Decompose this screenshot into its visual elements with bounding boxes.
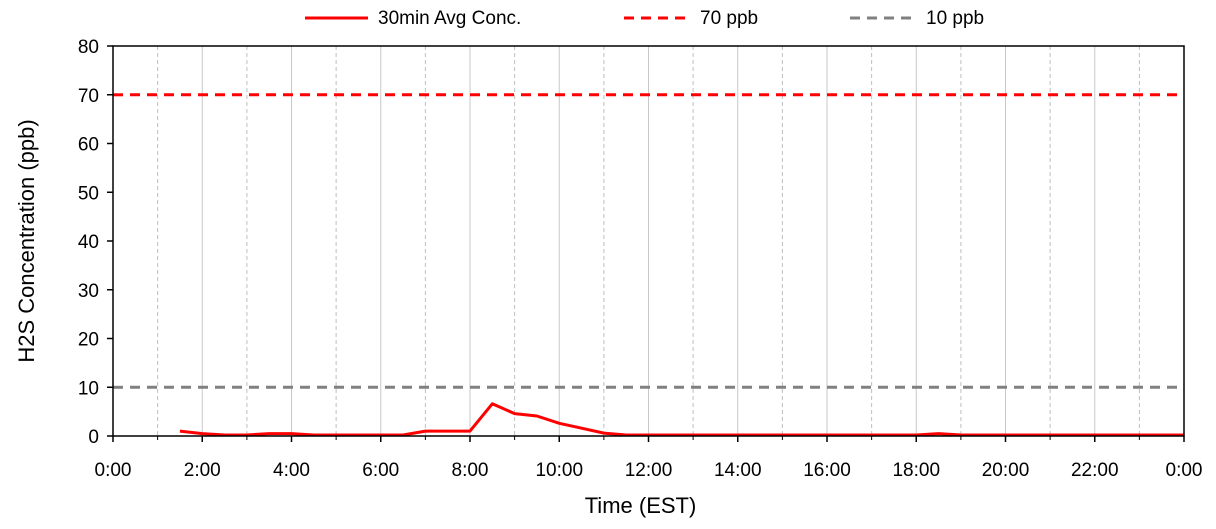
reference-lines: [113, 93, 1184, 389]
x-tick-label: 6:00: [362, 460, 399, 481]
x-tick-label: 20:00: [982, 460, 1030, 481]
x-tick-label: 16:00: [803, 460, 851, 481]
x-tick-label: 0:00: [95, 460, 132, 481]
x-tick-label: 22:00: [1071, 460, 1119, 481]
x-axis-title: Time (EST): [585, 493, 697, 518]
x-tick-label: 10:00: [535, 460, 583, 481]
series-lines: [179, 402, 1184, 437]
y-tick-label: 80: [78, 37, 99, 58]
y-tick-label: 40: [78, 232, 99, 253]
x-tick-label: 8:00: [452, 460, 489, 481]
y-tick-label: 60: [78, 135, 99, 156]
y-tick-label: 70: [78, 86, 99, 107]
x-tick-label: 14:00: [714, 460, 762, 481]
y-axis-title: H2S Concentration (ppb): [14, 119, 39, 362]
grid-lines: [157, 46, 1140, 436]
series-line-0: [179, 402, 1184, 437]
x-tick-label: 2:00: [184, 460, 221, 481]
x-tick-label: 12:00: [625, 460, 673, 481]
x-tick-label: 0:00: [1166, 460, 1203, 481]
y-tick-label: 50: [78, 183, 99, 204]
y-tick-label: 10: [78, 378, 99, 399]
axis-ticks: 0 10 20 30 40 50 60 70 80 0:00 2:00 4:00 6:00 8:00 10:…: [78, 37, 1203, 481]
legend-label-2: 10 ppb: [926, 8, 984, 29]
y-tick-label: 0: [88, 427, 99, 448]
x-tick-label: 18:00: [892, 460, 940, 481]
legend: 30min Avg Conc. 70 ppb 10 ppb: [305, 8, 984, 29]
legend-label-0: 30min Avg Conc.: [378, 8, 521, 29]
y-tick-label: 30: [78, 281, 99, 302]
legend-label-1: 70 ppb: [700, 8, 758, 29]
x-tick-label: 4:00: [273, 460, 310, 481]
y-tick-label: 20: [78, 330, 99, 351]
